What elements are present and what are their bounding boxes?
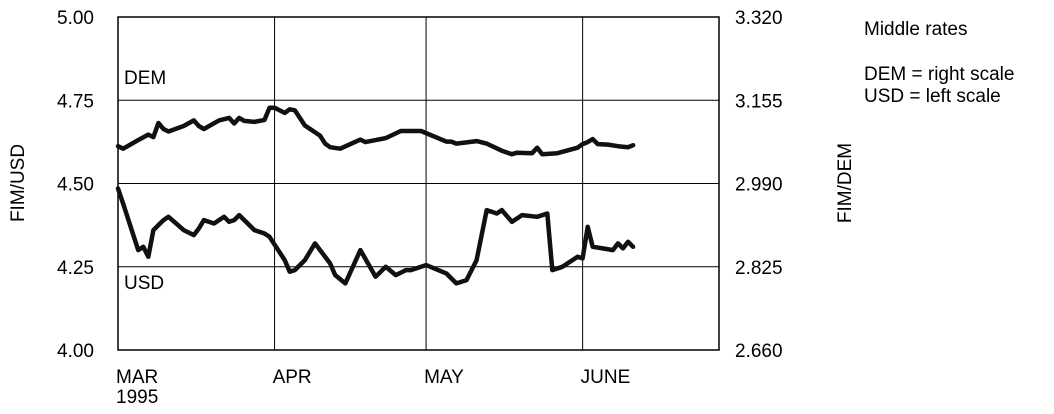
x-year-label: 1995 — [116, 387, 158, 408]
chart-note: Middle rates — [864, 19, 968, 40]
x-month-label: JUNE — [581, 367, 631, 388]
x-month-label: MAR — [116, 367, 158, 388]
series-label-usd: USD — [124, 273, 164, 294]
y-left-tick-label: 4.00 — [57, 341, 94, 362]
gridlines — [118, 17, 719, 350]
y-right-tick-label: 2.825 — [735, 258, 783, 279]
series-line-dem — [115, 105, 636, 157]
y-right-tick-label: 3.155 — [735, 91, 783, 112]
y-right-tick-label: 2.990 — [735, 175, 783, 196]
y-left-tick-label: 4.25 — [57, 258, 94, 279]
y-right-tick-label: 3.320 — [735, 8, 783, 29]
legend-dem: DEM = right scale — [864, 64, 1015, 85]
x-month-label: MAY — [424, 367, 464, 388]
y-left-axis-label: FIM/USD — [8, 144, 29, 222]
tick-labels: 5.00 4.75 4.50 4.25 4.00 3.320 3.155 2.990 2.825… — [57, 8, 783, 388]
y-left-tick-label: 4.75 — [57, 91, 94, 112]
y-left-tick-label: 5.00 — [57, 8, 94, 29]
y-left-tick-label: 4.50 — [57, 175, 94, 196]
series-line-usd — [115, 186, 636, 286]
x-month-label: APR — [273, 367, 312, 388]
series-label-dem: DEM — [124, 68, 166, 89]
legend-usd: USD = left scale — [864, 86, 1001, 107]
series-lines — [115, 105, 636, 286]
y-right-tick-label: 2.660 — [735, 341, 783, 362]
y-right-axis-label: FIM/DEM — [835, 143, 856, 223]
